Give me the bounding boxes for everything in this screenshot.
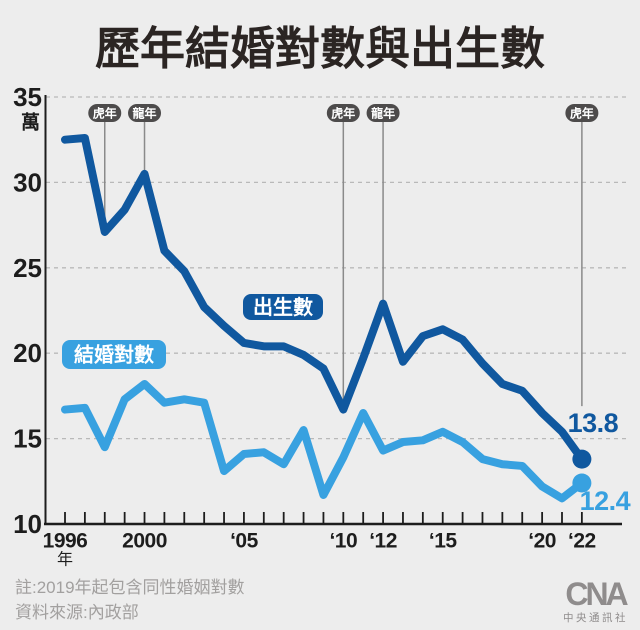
zodiac-badge-tiger-2022 bbox=[565, 104, 599, 122]
zodiac-badge-tiger-1998 bbox=[88, 104, 122, 122]
x-axis-unit: 年 bbox=[57, 551, 73, 569]
y-tick-label-20: 20 bbox=[13, 338, 42, 368]
x-tick-label-2005: ‘05 bbox=[230, 530, 259, 553]
x-tick-label-2000: 2000 bbox=[122, 530, 167, 553]
x-tick-label-2010: ‘10 bbox=[329, 530, 357, 553]
series-badge-births bbox=[243, 294, 323, 320]
zodiac-badge-dragon-2000 bbox=[128, 104, 162, 122]
end-value-label-births: 13.8 bbox=[568, 408, 619, 438]
y-tick-label-30: 30 bbox=[13, 167, 42, 197]
x-tick-label-2020: ‘20 bbox=[528, 530, 556, 553]
series-line-marriages bbox=[61, 379, 586, 503]
zodiac-badge-label-dragon-2012: 龍年 bbox=[371, 106, 395, 121]
footnotes: 註:2019年起包含同性婚姻對數 資料來源:內政部 bbox=[15, 575, 245, 625]
x-tick-label-2015: ‘15 bbox=[429, 530, 458, 553]
zodiac-badge-label-tiger-2010: 虎年 bbox=[331, 106, 355, 121]
series-badge-label-births: 出生數 bbox=[253, 296, 313, 319]
zodiac-badge-label-tiger-2022: 虎年 bbox=[570, 106, 594, 121]
cna-logo-caption: 中央通訊社 bbox=[563, 612, 628, 624]
y-tick-label-15: 15 bbox=[13, 424, 42, 454]
series-line-births bbox=[61, 133, 586, 464]
x-tick-label-2022: ‘22 bbox=[568, 530, 596, 553]
x-tick-label-1996: 1996 bbox=[43, 530, 88, 553]
y-axis-unit: 萬 bbox=[21, 112, 40, 134]
y-tick-label-25: 25 bbox=[13, 253, 42, 283]
page-title: 歷年結婚對數與出生數 bbox=[94, 23, 545, 74]
series-badge-label-marriages: 結婚對數 bbox=[74, 343, 154, 367]
cna-logo: CNA 中央通訊社 bbox=[563, 576, 629, 625]
series-badge-marriages bbox=[62, 340, 166, 369]
end-value-label-marriages: 12.4 bbox=[580, 486, 631, 516]
note-text: 註:2019年起包含同性婚姻對數 bbox=[15, 578, 245, 597]
zodiac-badge-label-dragon-2000: 龍年 bbox=[133, 106, 157, 121]
y-tick-label-10: 10 bbox=[13, 509, 42, 539]
zodiac-badge-dragon-2012 bbox=[366, 104, 400, 122]
end-dot-births bbox=[572, 449, 592, 469]
zodiac-badge-tiger-2010 bbox=[326, 104, 360, 122]
end-dot-marriages bbox=[572, 473, 592, 493]
x-tick-label-2012: ‘12 bbox=[369, 530, 397, 553]
y-tick-label-35: 35 bbox=[13, 82, 42, 112]
zodiac-badge-label-tiger-1998: 虎年 bbox=[93, 106, 117, 121]
source-text: 資料來源:內政部 bbox=[15, 603, 139, 622]
cna-logo-mark: CNA bbox=[565, 576, 628, 612]
